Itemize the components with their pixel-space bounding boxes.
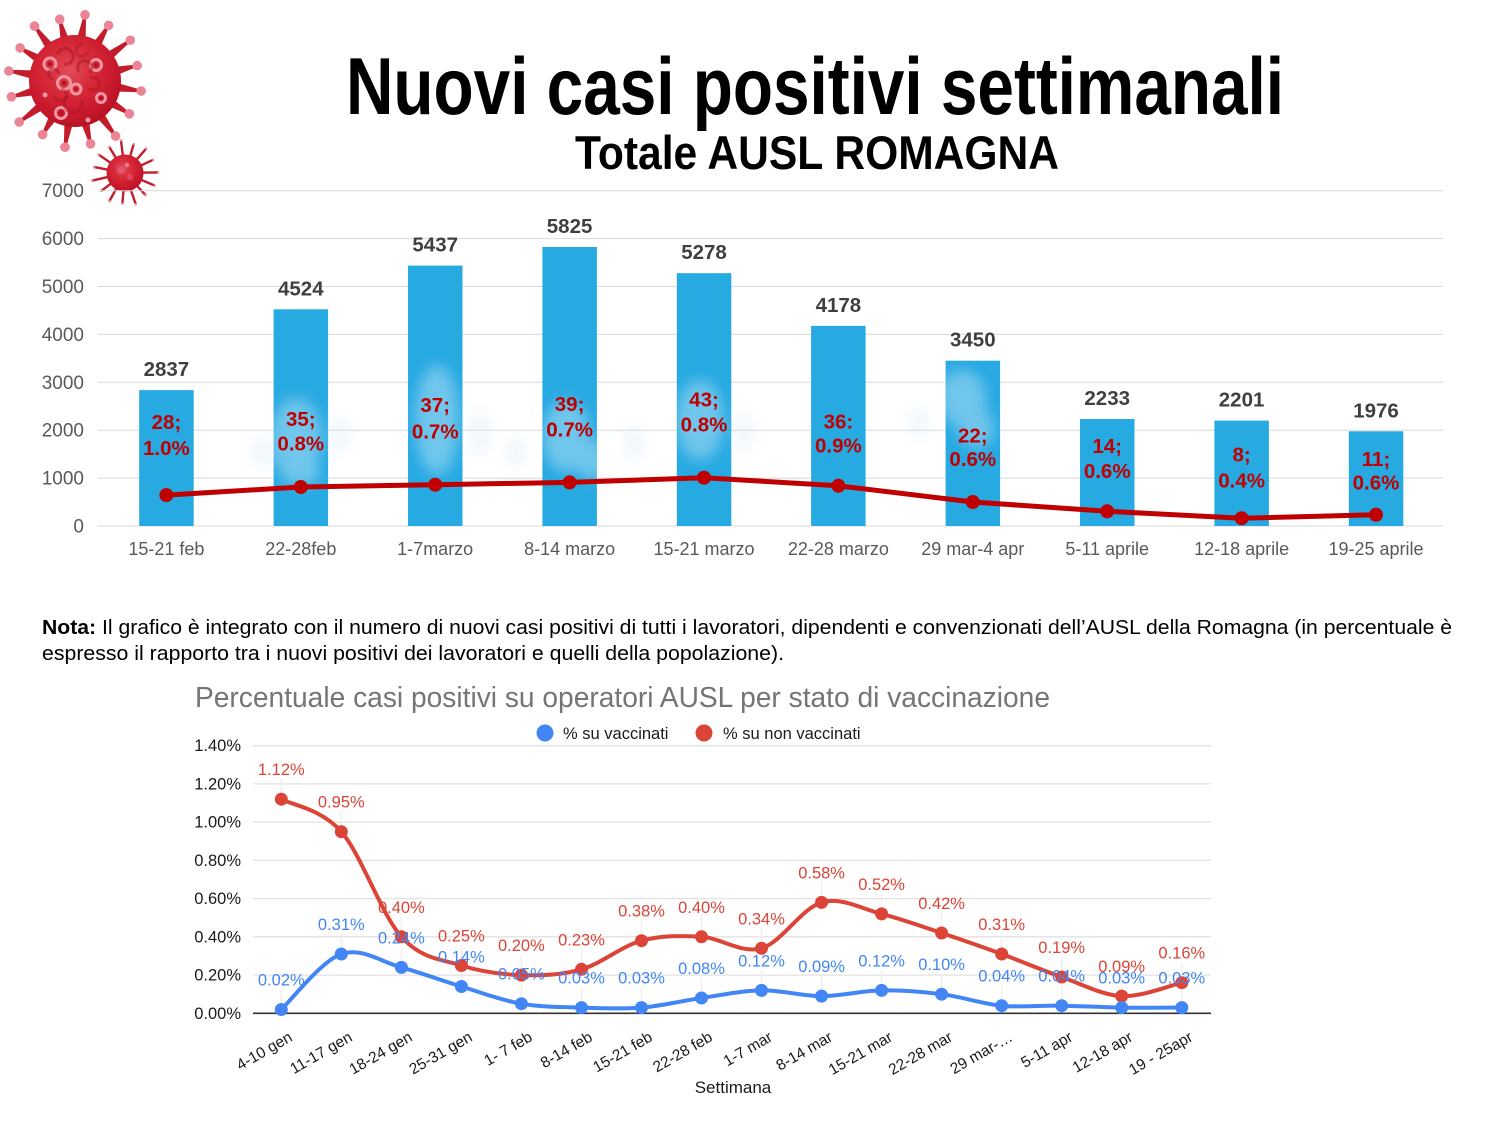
svg-text:0.25%: 0.25% — [438, 928, 485, 946]
svg-text:espresso il rapporto tra i nuo: espresso il rapporto tra i nuovi positiv… — [42, 643, 784, 665]
svg-text:4178: 4178 — [816, 294, 862, 317]
svg-text:15-21 marzo: 15-21 marzo — [653, 539, 754, 559]
svg-text:1976: 1976 — [1353, 399, 1399, 422]
svg-text:0.58%: 0.58% — [798, 864, 845, 882]
svg-text:4524: 4524 — [278, 277, 324, 300]
svg-text:0.10%: 0.10% — [918, 956, 965, 974]
svg-text:7000: 7000 — [42, 181, 84, 202]
svg-text:0.52%: 0.52% — [858, 876, 905, 894]
svg-text:0.80%: 0.80% — [194, 852, 241, 870]
svg-text:0.14%: 0.14% — [438, 949, 485, 967]
svg-text:14;: 14; — [1092, 435, 1122, 458]
svg-text:0.05%: 0.05% — [498, 966, 545, 984]
svg-text:0.6%: 0.6% — [1084, 460, 1131, 483]
svg-text:Settimana: Settimana — [695, 1078, 772, 1097]
svg-text:5-11 aprile: 5-11 aprile — [1065, 539, 1149, 559]
svg-text:0.03%: 0.03% — [558, 970, 605, 988]
svg-text:0.03%: 0.03% — [618, 970, 665, 988]
svg-text:1.00%: 1.00% — [194, 814, 241, 832]
svg-text:0.60%: 0.60% — [194, 890, 241, 908]
svg-text:0.8%: 0.8% — [681, 414, 728, 437]
svg-text:0.31%: 0.31% — [978, 916, 1025, 934]
svg-text:0.03%: 0.03% — [1158, 970, 1205, 988]
svg-text:Percentuale casi positivi su o: Percentuale casi positivi su operatori A… — [195, 682, 1050, 714]
svg-text:28;: 28; — [152, 411, 182, 434]
svg-text:0.04%: 0.04% — [978, 968, 1025, 986]
svg-text:0.6%: 0.6% — [1353, 472, 1400, 495]
svg-text:0.38%: 0.38% — [618, 903, 665, 921]
svg-text:4000: 4000 — [42, 325, 84, 346]
svg-text:0.6%: 0.6% — [949, 448, 996, 471]
svg-text:0.7%: 0.7% — [546, 418, 593, 441]
svg-text:1000: 1000 — [42, 469, 84, 490]
svg-text:0.00%: 0.00% — [194, 1005, 241, 1023]
svg-text:22;: 22; — [958, 425, 988, 448]
svg-text:0.12%: 0.12% — [738, 952, 785, 970]
svg-text:0.20%: 0.20% — [194, 967, 241, 985]
svg-text:0.7%: 0.7% — [412, 421, 459, 444]
svg-text:43;: 43; — [689, 389, 719, 412]
svg-text:22-28feb: 22-28feb — [265, 539, 336, 559]
svg-text:8;: 8; — [1232, 444, 1250, 467]
svg-text:0.02%: 0.02% — [258, 972, 305, 990]
svg-text:0.42%: 0.42% — [918, 895, 965, 913]
svg-text:0.08%: 0.08% — [678, 960, 725, 978]
svg-text:2233: 2233 — [1084, 387, 1130, 410]
svg-text:5000: 5000 — [42, 277, 84, 298]
svg-text:3450: 3450 — [950, 329, 996, 352]
svg-text:0.9%: 0.9% — [815, 434, 862, 457]
svg-text:0.04%: 0.04% — [1038, 968, 1085, 986]
svg-text:Nota: Il grafico è integrato c: Nota: Il grafico è integrato con il nume… — [42, 617, 1452, 639]
svg-text:1.20%: 1.20% — [194, 775, 241, 793]
svg-text:29 mar-4 apr: 29 mar-4 apr — [921, 539, 1024, 559]
svg-text:5437: 5437 — [412, 234, 458, 257]
svg-text:5825: 5825 — [547, 215, 593, 238]
svg-text:0.12%: 0.12% — [858, 952, 905, 970]
svg-text:2201: 2201 — [1219, 389, 1265, 412]
svg-text:36:: 36: — [824, 411, 854, 434]
svg-text:0.03%: 0.03% — [1098, 970, 1145, 988]
svg-text:15-21 feb: 15-21 feb — [128, 539, 204, 559]
svg-text:8-14 marzo: 8-14 marzo — [524, 539, 615, 559]
svg-text:0.34%: 0.34% — [738, 910, 785, 928]
svg-text:0.4%: 0.4% — [1218, 469, 1265, 492]
svg-text:2000: 2000 — [42, 421, 84, 442]
svg-text:0: 0 — [73, 517, 84, 538]
svg-text:2837: 2837 — [144, 358, 190, 381]
svg-text:22-28 marzo: 22-28 marzo — [788, 539, 889, 559]
svg-text:1-7marzo: 1-7marzo — [397, 539, 473, 559]
svg-text:Totale AUSL ROMAGNA: Totale AUSL ROMAGNA — [575, 126, 1059, 179]
svg-text:1.40%: 1.40% — [194, 737, 241, 755]
svg-text:0.09%: 0.09% — [798, 958, 845, 976]
svg-text:0.95%: 0.95% — [318, 794, 365, 812]
svg-text:6000: 6000 — [42, 229, 84, 250]
svg-text:% su vaccinati: % su vaccinati — [563, 725, 668, 743]
svg-text:1.12%: 1.12% — [258, 761, 305, 779]
svg-text:0.40%: 0.40% — [678, 899, 725, 917]
svg-text:0.20%: 0.20% — [498, 937, 545, 955]
svg-text:0.23%: 0.23% — [558, 931, 605, 949]
svg-text:0.09%: 0.09% — [1098, 958, 1145, 976]
svg-text:12-18 aprile: 12-18 aprile — [1194, 539, 1289, 559]
svg-text:% su non vaccinati: % su non vaccinati — [723, 725, 861, 743]
svg-text:37;: 37; — [420, 394, 450, 417]
svg-text:0.40%: 0.40% — [378, 899, 425, 917]
svg-text:0.16%: 0.16% — [1158, 945, 1205, 963]
svg-text:0.31%: 0.31% — [318, 916, 365, 934]
svg-text:1.0%: 1.0% — [143, 437, 190, 460]
svg-text:0.19%: 0.19% — [1038, 939, 1085, 957]
svg-text:0.40%: 0.40% — [194, 928, 241, 946]
svg-text:0.8%: 0.8% — [277, 433, 324, 456]
svg-text:35;: 35; — [286, 408, 316, 431]
svg-text:19-25 aprile: 19-25 aprile — [1328, 539, 1423, 559]
svg-text:0.24%: 0.24% — [378, 929, 425, 947]
svg-text:39;: 39; — [555, 393, 585, 416]
svg-text:5278: 5278 — [681, 241, 727, 264]
svg-text:11;: 11; — [1362, 448, 1391, 471]
svg-text:3000: 3000 — [42, 373, 84, 394]
svg-text:Nuovi casi positivi settimanal: Nuovi casi positivi settimanali — [346, 42, 1284, 132]
